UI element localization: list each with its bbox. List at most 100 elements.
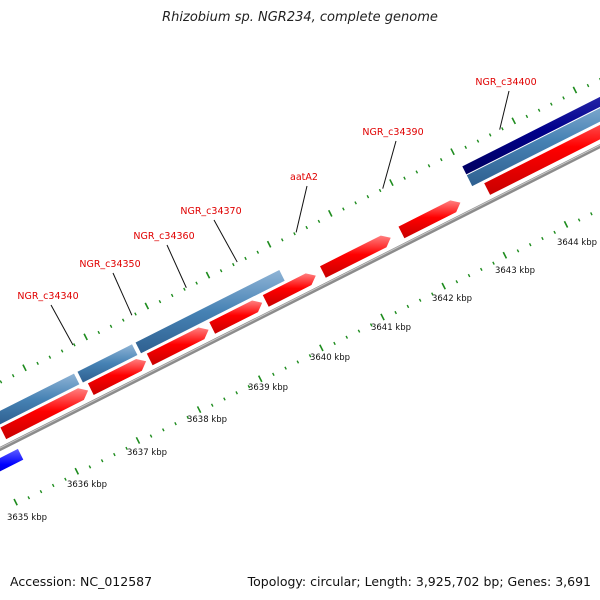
inner-tick — [257, 375, 263, 383]
inner-tick — [345, 335, 349, 339]
cds-arrow — [320, 235, 391, 278]
inner-tick — [51, 483, 55, 488]
inner-tick — [272, 372, 275, 376]
kbp-label: 3638 kbp — [187, 415, 227, 425]
outer-tick — [22, 364, 27, 372]
outer-tick — [511, 117, 517, 125]
outer-tick — [205, 271, 211, 279]
outer-tick — [134, 312, 137, 316]
outer-tick — [366, 195, 370, 199]
cds-arrow — [146, 327, 209, 366]
outer-tick — [0, 380, 3, 384]
kbp-label: 3644 kbp — [557, 238, 597, 248]
outer-tick — [195, 281, 198, 285]
gene-bar — [77, 344, 138, 383]
inner-tick — [284, 366, 287, 370]
inner-tick — [223, 397, 226, 401]
inner-tick — [296, 360, 300, 364]
inner-tick — [113, 452, 116, 457]
inner-tick — [394, 310, 397, 315]
kbp-label: 3642 kbp — [432, 294, 472, 304]
cds-arrow — [262, 273, 316, 307]
outer-tick — [450, 148, 455, 156]
gene-label[interactable]: NGR_c34340 — [17, 291, 78, 302]
outer-tick — [256, 250, 260, 254]
kbp-label: 3637 kbp — [127, 448, 167, 458]
kbp-label: 3635 kbp — [7, 513, 47, 523]
outer-tick — [586, 83, 590, 88]
outer-tick — [293, 232, 296, 236]
outer-tick — [219, 269, 223, 273]
inner-tick — [210, 403, 214, 407]
gene-leader-line — [213, 219, 238, 263]
inner-tick — [369, 323, 373, 327]
gene-leader-line — [295, 185, 308, 233]
inner-tick — [380, 313, 385, 321]
outer-tick — [317, 219, 321, 224]
gene-bar — [466, 108, 600, 187]
inner-tick — [528, 243, 532, 247]
outer-tick — [244, 256, 247, 261]
inner-tick — [563, 220, 569, 228]
outer-tick — [550, 102, 553, 106]
inner-tick — [27, 496, 31, 500]
gene-label[interactable]: NGR_c34350 — [79, 259, 140, 270]
gene-leader-line — [499, 90, 510, 130]
inner-tick — [39, 489, 43, 494]
inner-tick — [577, 218, 581, 222]
inner-tick — [308, 354, 312, 358]
outer-tick — [389, 179, 394, 187]
page-title: Rhizobium sp. NGR234, complete genome — [162, 10, 438, 25]
inner-tick — [174, 422, 177, 426]
inner-tick — [196, 406, 202, 414]
kbp-label: 3639 kbp — [248, 383, 288, 393]
gene-leader-line — [166, 244, 187, 288]
gene-labels: NGR_c34340 NGR_c34350 NGR_c34360 NGR_c34370… — [17, 77, 536, 302]
kbp-label: 3636 kbp — [67, 480, 107, 490]
label-leaders — [50, 90, 510, 346]
feature-track — [0, 96, 600, 472]
gene-label[interactable]: NGR_c34370 — [180, 206, 241, 217]
outer-tick — [501, 127, 504, 131]
outer-tick — [60, 349, 64, 353]
inner-tick — [590, 212, 593, 216]
gene-label[interactable]: NGR_c34360 — [133, 231, 194, 242]
outer-tick — [48, 355, 52, 359]
inner-tick — [406, 304, 410, 309]
accession-text: Accession: NC_012587 — [10, 574, 153, 589]
outer-tick — [439, 157, 443, 162]
outer-tick — [427, 164, 431, 168]
kbp-label: 3643 kbp — [495, 266, 535, 276]
kbp-label: 3640 kbp — [310, 353, 350, 363]
outer-tick — [525, 114, 529, 119]
inner-tick — [100, 459, 104, 463]
backbone-line — [0, 143, 600, 452]
cds-arrow — [398, 200, 461, 239]
inner-tick — [235, 391, 238, 395]
outer-tick — [280, 238, 284, 242]
inner-tick — [418, 298, 422, 302]
outer-tick — [342, 207, 345, 211]
inner-tick — [135, 436, 141, 444]
outer-tick — [232, 262, 235, 267]
topology-text: Topology: circular; Length: 3,925,702 bp… — [247, 574, 591, 589]
outer-tick — [144, 302, 150, 310]
genome-backbone — [0, 143, 600, 452]
outer-tick — [354, 201, 357, 205]
outer-tick — [537, 108, 541, 112]
outer-tick — [183, 287, 186, 291]
inner-tick — [74, 467, 80, 475]
gene-label[interactable]: NGR_c34390 — [362, 127, 423, 138]
outer-tick — [464, 145, 468, 149]
outer-tick — [11, 374, 15, 378]
gene-label[interactable]: aatA2 — [290, 172, 318, 183]
outer-tick — [572, 86, 578, 94]
inner-tick — [479, 267, 483, 272]
inner-tick — [553, 230, 556, 234]
gene-label[interactable]: NGR_c34400 — [475, 77, 536, 88]
outer-tick — [158, 299, 162, 304]
outer-tick-track — [0, 77, 600, 384]
kbp-label: 3641 kbp — [371, 323, 411, 333]
inner-tick — [13, 498, 18, 506]
